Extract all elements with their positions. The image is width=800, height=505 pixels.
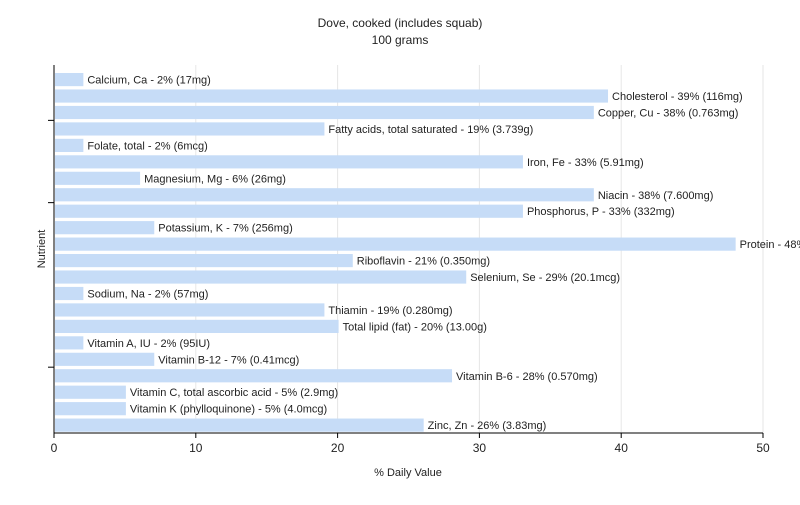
bar-label: Sodium, Na - 2% (57mg) xyxy=(87,288,208,300)
bar-label: Vitamin C, total ascorbic acid - 5% (2.9… xyxy=(130,387,338,399)
bar-label: Vitamin B-12 - 7% (0.41mcg) xyxy=(158,354,299,366)
bar-label: Cholesterol - 39% (116mg) xyxy=(612,91,743,103)
bar-label: Vitamin K (phylloquinone) - 5% (4.0mcg) xyxy=(130,404,327,416)
bar xyxy=(55,319,339,333)
x-tick-label: 30 xyxy=(473,441,487,455)
bar xyxy=(55,369,453,383)
bar-label: Folate, total - 2% (6mcg) xyxy=(87,140,207,152)
bar xyxy=(55,171,141,185)
x-tick-label: 10 xyxy=(189,441,203,455)
bar-label: Vitamin B-6 - 28% (0.570mg) xyxy=(456,371,598,383)
bar xyxy=(55,336,84,350)
bars-layer: Calcium, Ca - 2% (17mg) Cholesterol - 39%… xyxy=(55,73,800,432)
bar xyxy=(55,352,155,366)
bar-label: Riboflavin - 21% (0.350mg) xyxy=(357,256,490,268)
bar xyxy=(55,254,353,268)
bar xyxy=(55,188,594,202)
bar-label: Fatty acids, total saturated - 19% (3.73… xyxy=(328,124,533,136)
bar xyxy=(55,105,594,120)
bar xyxy=(55,155,523,169)
bar xyxy=(55,418,424,432)
bar xyxy=(55,286,84,301)
bar-label: Total lipid (fat) - 20% (13.00g) xyxy=(343,321,487,333)
x-tick-label: 20 xyxy=(331,441,345,455)
x-axis-label: % Daily Value xyxy=(374,467,442,479)
bar xyxy=(55,402,126,416)
bar xyxy=(55,303,325,317)
x-tick-label: 0 xyxy=(51,441,58,455)
bar xyxy=(55,89,609,103)
bar-label: Vitamin A, IU - 2% (95IU) xyxy=(87,338,210,350)
bar xyxy=(55,204,523,218)
bar xyxy=(55,237,736,251)
bar xyxy=(55,138,84,152)
x-tick-label: 40 xyxy=(615,441,629,455)
bar-label: Copper, Cu - 38% (0.763mg) xyxy=(598,107,739,119)
bar-label: Protein - 48% (23.90g) xyxy=(740,239,800,251)
bar-label: Iron, Fe - 33% (5.91mg) xyxy=(527,157,644,169)
bar-label: Zinc, Zn - 26% (3.83mg) xyxy=(428,420,547,432)
bar xyxy=(55,270,467,284)
y-axis-label: Nutrient xyxy=(36,230,48,269)
bar xyxy=(55,221,155,235)
bar-label: Selenium, Se - 29% (20.1mcg) xyxy=(470,272,620,284)
bar-label: Thiamin - 19% (0.280mg) xyxy=(328,305,452,317)
chart-title: Dove, cooked (includes squab) xyxy=(318,16,483,30)
chart-subtitle: 100 grams xyxy=(372,33,429,47)
bar-label: Niacin - 38% (7.600mg) xyxy=(598,190,714,202)
axes-layer: 0 10 20 30 40 50 xyxy=(48,65,770,455)
bar-label: Phosphorus, P - 33% (332mg) xyxy=(527,206,675,218)
bar xyxy=(55,73,84,87)
x-tick-label: 50 xyxy=(756,441,770,455)
bar xyxy=(55,122,325,136)
bar xyxy=(55,385,126,399)
bar-label: Magnesium, Mg - 6% (26mg) xyxy=(144,173,286,185)
bar-label: Calcium, Ca - 2% (17mg) xyxy=(87,75,210,87)
bar-label: Potassium, K - 7% (256mg) xyxy=(158,223,293,235)
